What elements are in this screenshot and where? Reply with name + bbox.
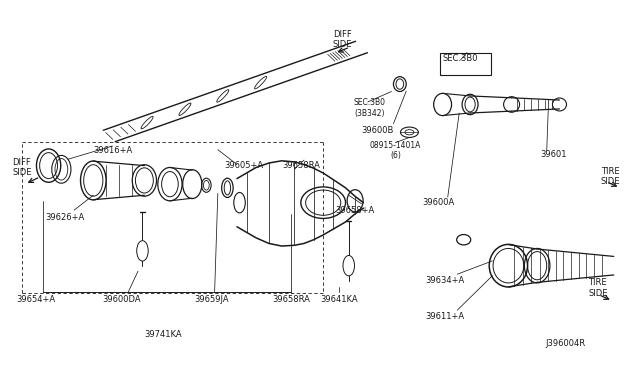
Text: 39600B: 39600B [362,126,394,135]
Text: J396004R: J396004R [546,339,586,348]
Text: 39641KA: 39641KA [321,295,358,304]
Text: 39601: 39601 [540,150,566,159]
Text: 39611+A: 39611+A [425,312,464,321]
Text: DIFF
SIDE: DIFF SIDE [12,158,31,177]
Bar [440,52,491,75]
Text: 39658RA: 39658RA [273,295,310,304]
Text: SEC.3B0: SEC.3B0 [443,54,478,62]
Text: 39600DA: 39600DA [102,295,141,304]
Text: 39659JA: 39659JA [194,295,228,304]
Text: 39605+A: 39605+A [224,161,263,170]
Text: 39654+A: 39654+A [16,295,56,304]
Text: DIFF
SIDE: DIFF SIDE [333,30,352,49]
Text: 39616+A: 39616+A [93,146,132,155]
Text: 39626+A: 39626+A [45,213,84,222]
Text: 08915-1401A
(6): 08915-1401A (6) [370,141,421,160]
Ellipse shape [343,256,355,276]
Text: 39741KA: 39741KA [145,330,182,339]
Text: TIRE
SIDE: TIRE SIDE [588,278,607,298]
Text: SEC.3B0
(3B342): SEC.3B0 (3B342) [354,99,386,118]
Text: 39600A: 39600A [422,198,454,207]
Text: 39658+A: 39658+A [335,206,375,215]
Text: 39658RA: 39658RA [282,161,320,170]
Ellipse shape [137,241,148,261]
Text: TIRE
SIDE: TIRE SIDE [601,167,620,186]
Text: 39634+A: 39634+A [425,276,464,285]
